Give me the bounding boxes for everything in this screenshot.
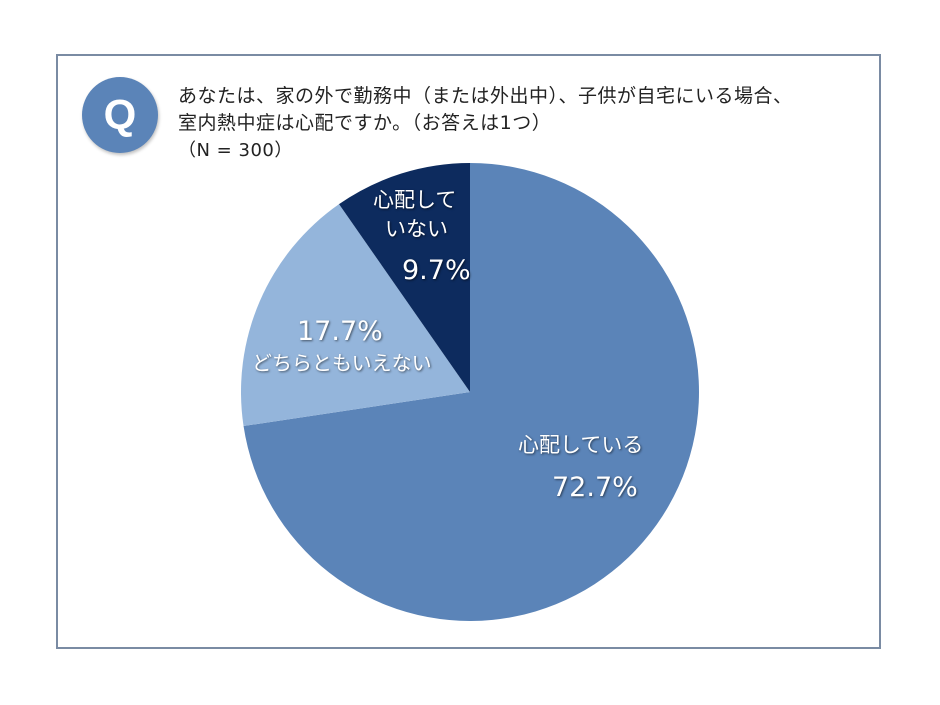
slice-not-worried bbox=[339, 163, 470, 392]
slice-neutral bbox=[241, 204, 470, 427]
label-not-worried-name-1: 心配して bbox=[373, 188, 457, 212]
question-line-1: あなたは、家の外で勤務中（または外出中）、子供が自宅にいる場合、 bbox=[178, 85, 793, 107]
label-neutral-name: どちらともいえない bbox=[252, 351, 432, 375]
question-line-2: 室内熱中症は心配ですか。（お答えは1つ） bbox=[178, 112, 552, 134]
label-worried-value: 72.7% bbox=[552, 472, 638, 503]
sample-size: （N = 300） bbox=[178, 140, 293, 161]
q-badge-icon: Q bbox=[82, 77, 158, 153]
label-neutral-value: 17.7% bbox=[297, 316, 383, 347]
label-not-worried-name-2: いない bbox=[385, 217, 448, 241]
label-not-worried-value: 9.7% bbox=[402, 255, 471, 286]
slice-worried bbox=[243, 163, 699, 621]
label-worried-name: 心配している bbox=[518, 433, 644, 457]
question-text: あなたは、家の外で勤務中（または外出中）、子供が自宅にいる場合、 室内熱中症は心… bbox=[178, 83, 793, 164]
